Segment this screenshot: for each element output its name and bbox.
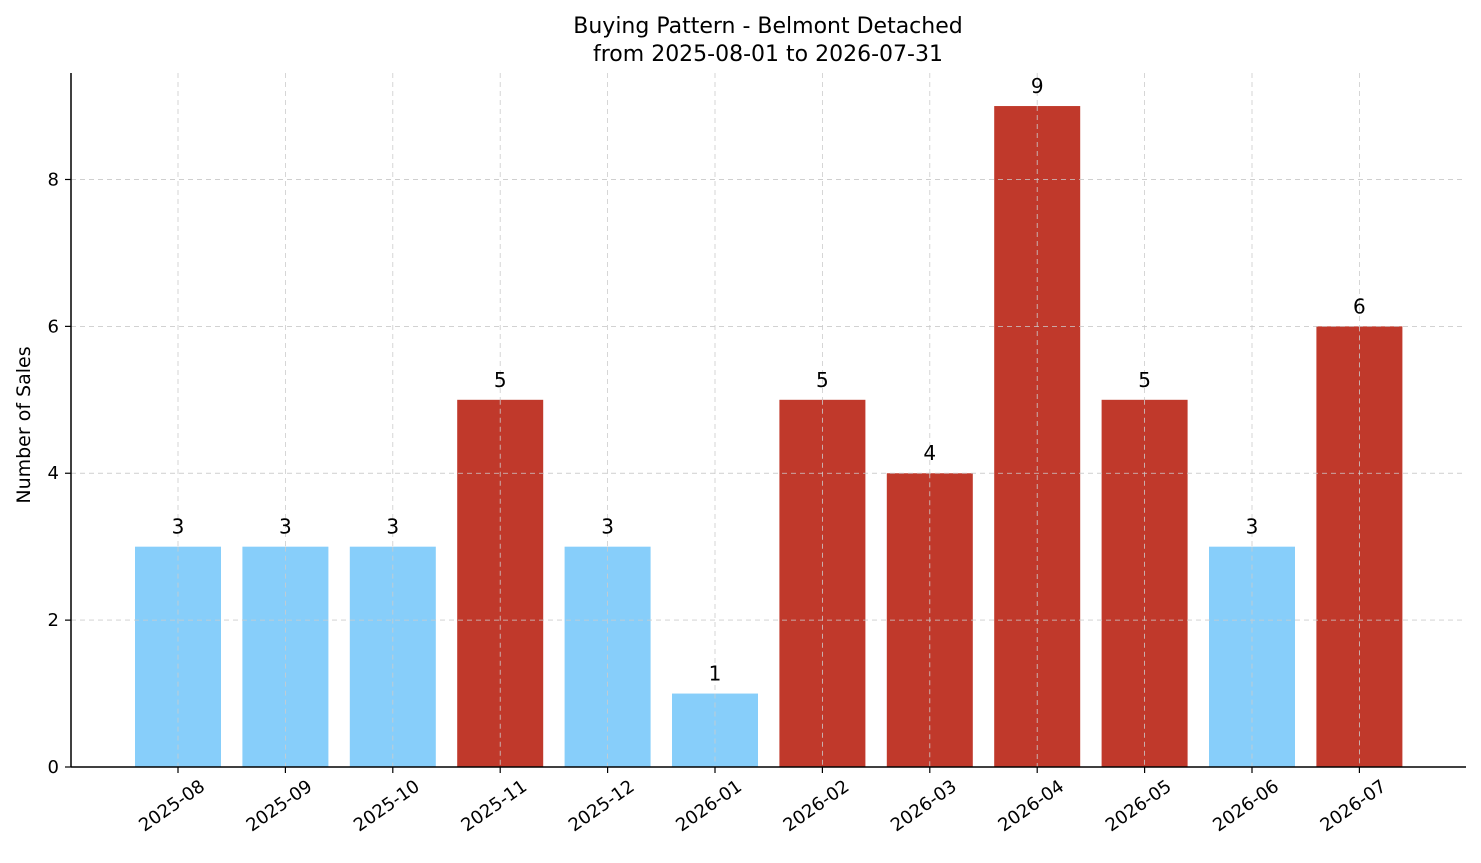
x-tick-label: 2025-11 — [457, 776, 531, 836]
data-label: 3 — [601, 515, 614, 539]
x-tick-label: 2025-08 — [135, 776, 209, 836]
y-axis-label: Number of Sales — [13, 346, 35, 503]
data-label: 3 — [386, 515, 399, 539]
x-tick-label: 2026-05 — [1102, 776, 1176, 836]
data-label: 4 — [923, 441, 936, 465]
data-label: 5 — [1138, 368, 1151, 392]
x-tick-label: 2026-07 — [1317, 776, 1391, 836]
data-label: 5 — [494, 368, 507, 392]
data-label: 1 — [709, 662, 722, 686]
x-tick-label: 2026-01 — [672, 776, 746, 836]
x-tick-label: 2025-09 — [243, 776, 317, 836]
y-tick-label: 2 — [48, 610, 59, 631]
y-tick-label: 6 — [48, 316, 59, 337]
bars — [71, 106, 1466, 768]
x-tick-label: 2025-10 — [350, 776, 424, 836]
x-tick-label: 2025-12 — [565, 776, 639, 836]
y-tick-label: 4 — [48, 463, 59, 484]
x-tick-label: 2026-02 — [780, 776, 854, 836]
x-tick-label: 2026-03 — [887, 776, 961, 836]
data-label: 3 — [1246, 515, 1259, 539]
y-tick-label: 8 — [48, 169, 59, 190]
data-labels: 3 3 3 5 3 1 5 4 9 5 3 6 — [172, 74, 1366, 686]
data-label: 5 — [816, 368, 829, 392]
data-label: 3 — [279, 515, 292, 539]
y-tick-label: 0 — [48, 757, 59, 778]
x-tick-label: 2026-04 — [994, 776, 1068, 836]
data-label: 6 — [1353, 294, 1366, 318]
data-label: 9 — [1031, 74, 1044, 98]
chart-subtitle: from 2025-08-01 to 2026-07-31 — [593, 42, 943, 67]
chart-title: Buying Pattern - Belmont Detached — [573, 14, 962, 39]
data-label: 3 — [172, 515, 185, 539]
x-tick-label: 2026-06 — [1209, 776, 1283, 836]
